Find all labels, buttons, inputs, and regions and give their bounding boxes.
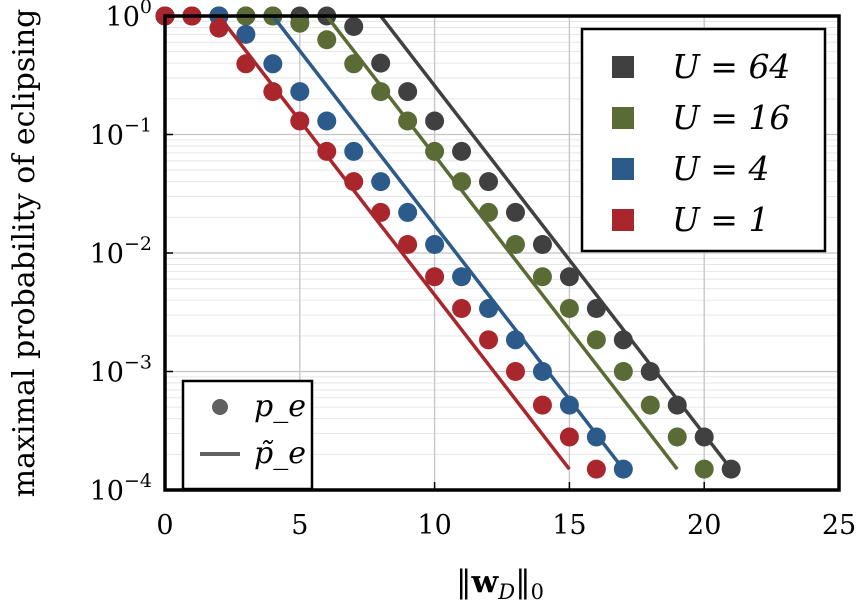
data-point [640, 395, 660, 415]
y-tick-label: 10−3 [90, 352, 152, 389]
data-point [479, 172, 499, 192]
data-point [559, 427, 579, 447]
data-point [398, 234, 418, 254]
data-point [263, 82, 283, 102]
data-point [505, 330, 525, 350]
legend-dot-marker [212, 399, 228, 415]
x-tick-label: 25 [822, 510, 856, 541]
data-point [371, 53, 391, 73]
data-point [209, 18, 229, 38]
marker-legend-box [181, 379, 314, 491]
data-point [532, 395, 552, 415]
data-point [559, 299, 579, 319]
data-point [505, 362, 525, 381]
data-point [586, 427, 606, 447]
data-point [613, 362, 633, 381]
y-tick-label: 10−1 [90, 115, 152, 152]
data-point [290, 13, 310, 33]
y-tick-label: 10−2 [90, 233, 152, 270]
x-axis-title-sub0: 0 [531, 580, 544, 604]
data-point [398, 82, 418, 102]
series-fit-line [379, 14, 733, 471]
data-point [667, 427, 687, 447]
x-axis-title-sub: D [497, 580, 515, 604]
data-point [317, 111, 337, 131]
data-point [479, 299, 499, 319]
data-point [344, 172, 364, 192]
data-point [613, 459, 633, 479]
legend-label: U = 64 [672, 47, 790, 86]
legend-swatch [612, 158, 634, 180]
data-point [290, 111, 310, 131]
data-point [371, 82, 391, 102]
data-point [290, 82, 310, 102]
data-point [425, 267, 445, 287]
data-point [694, 427, 714, 447]
data-point [425, 111, 445, 131]
data-point [505, 202, 525, 222]
data-point [721, 459, 741, 479]
data-point [559, 267, 579, 287]
axis-ticks: 0 5 10 15 20 25 100 10−1 10−2 10−3 10−4 [90, 0, 857, 541]
x-axis-title-symbol: w [471, 564, 500, 600]
legend-pe-tilde-label: p̃_e [254, 436, 306, 471]
x-tick-label: 10 [417, 510, 451, 541]
svg-text:‖wD‖0: ‖wD‖0 [456, 564, 544, 604]
data-point [559, 395, 579, 415]
x-tick-label: 5 [291, 510, 308, 541]
x-axis-title-norm-right: ‖ [515, 564, 531, 600]
data-point [532, 234, 552, 254]
data-point [479, 202, 499, 222]
data-point [505, 234, 525, 254]
x-tick-label: 20 [687, 510, 721, 541]
data-point [694, 459, 714, 479]
data-point [371, 202, 391, 222]
legend: U = 64 U = 16 U = 4 U = 1 p_e p̃_e [181, 27, 827, 491]
x-axis-title: ‖wD‖0 [456, 564, 544, 604]
data-point [640, 362, 660, 381]
data-point [613, 330, 633, 350]
data-point [398, 202, 418, 222]
legend-swatch [612, 209, 634, 231]
data-point [398, 111, 418, 131]
data-point [452, 141, 472, 161]
legend-label: U = 1 [672, 200, 769, 239]
x-axis-title-norm-left: ‖ [456, 564, 472, 600]
data-point [344, 54, 364, 74]
data-point [532, 267, 552, 287]
data-point [667, 395, 687, 415]
data-point [586, 459, 606, 479]
x-tick-label: 0 [156, 510, 173, 541]
data-point [452, 172, 472, 192]
series-3 [155, 6, 606, 479]
legend-label: U = 16 [672, 98, 790, 137]
data-point [479, 330, 499, 350]
data-point [236, 54, 256, 74]
data-point [263, 54, 283, 74]
data-point [532, 362, 552, 381]
data-point [344, 17, 364, 37]
data-point [425, 141, 445, 161]
legend-swatch [612, 56, 634, 78]
legend-swatch [612, 107, 634, 129]
data-point [452, 299, 472, 319]
data-point [452, 267, 472, 287]
data-point [317, 30, 337, 50]
y-axis-title: maximal probability of eclipsing [7, 9, 42, 498]
data-point [425, 234, 445, 254]
data-point [371, 172, 391, 192]
series-fit-line [271, 14, 625, 471]
data-point [317, 141, 337, 161]
y-tick-label: 10−4 [90, 470, 152, 507]
data-point [344, 141, 364, 161]
data-point [236, 24, 256, 44]
legend-label: U = 4 [672, 149, 769, 188]
x-tick-label: 15 [552, 510, 586, 541]
data-point [586, 330, 606, 350]
y-tick-label: 100 [106, 0, 152, 33]
legend-pe-label: p_e [254, 389, 306, 424]
data-point [586, 299, 606, 319]
